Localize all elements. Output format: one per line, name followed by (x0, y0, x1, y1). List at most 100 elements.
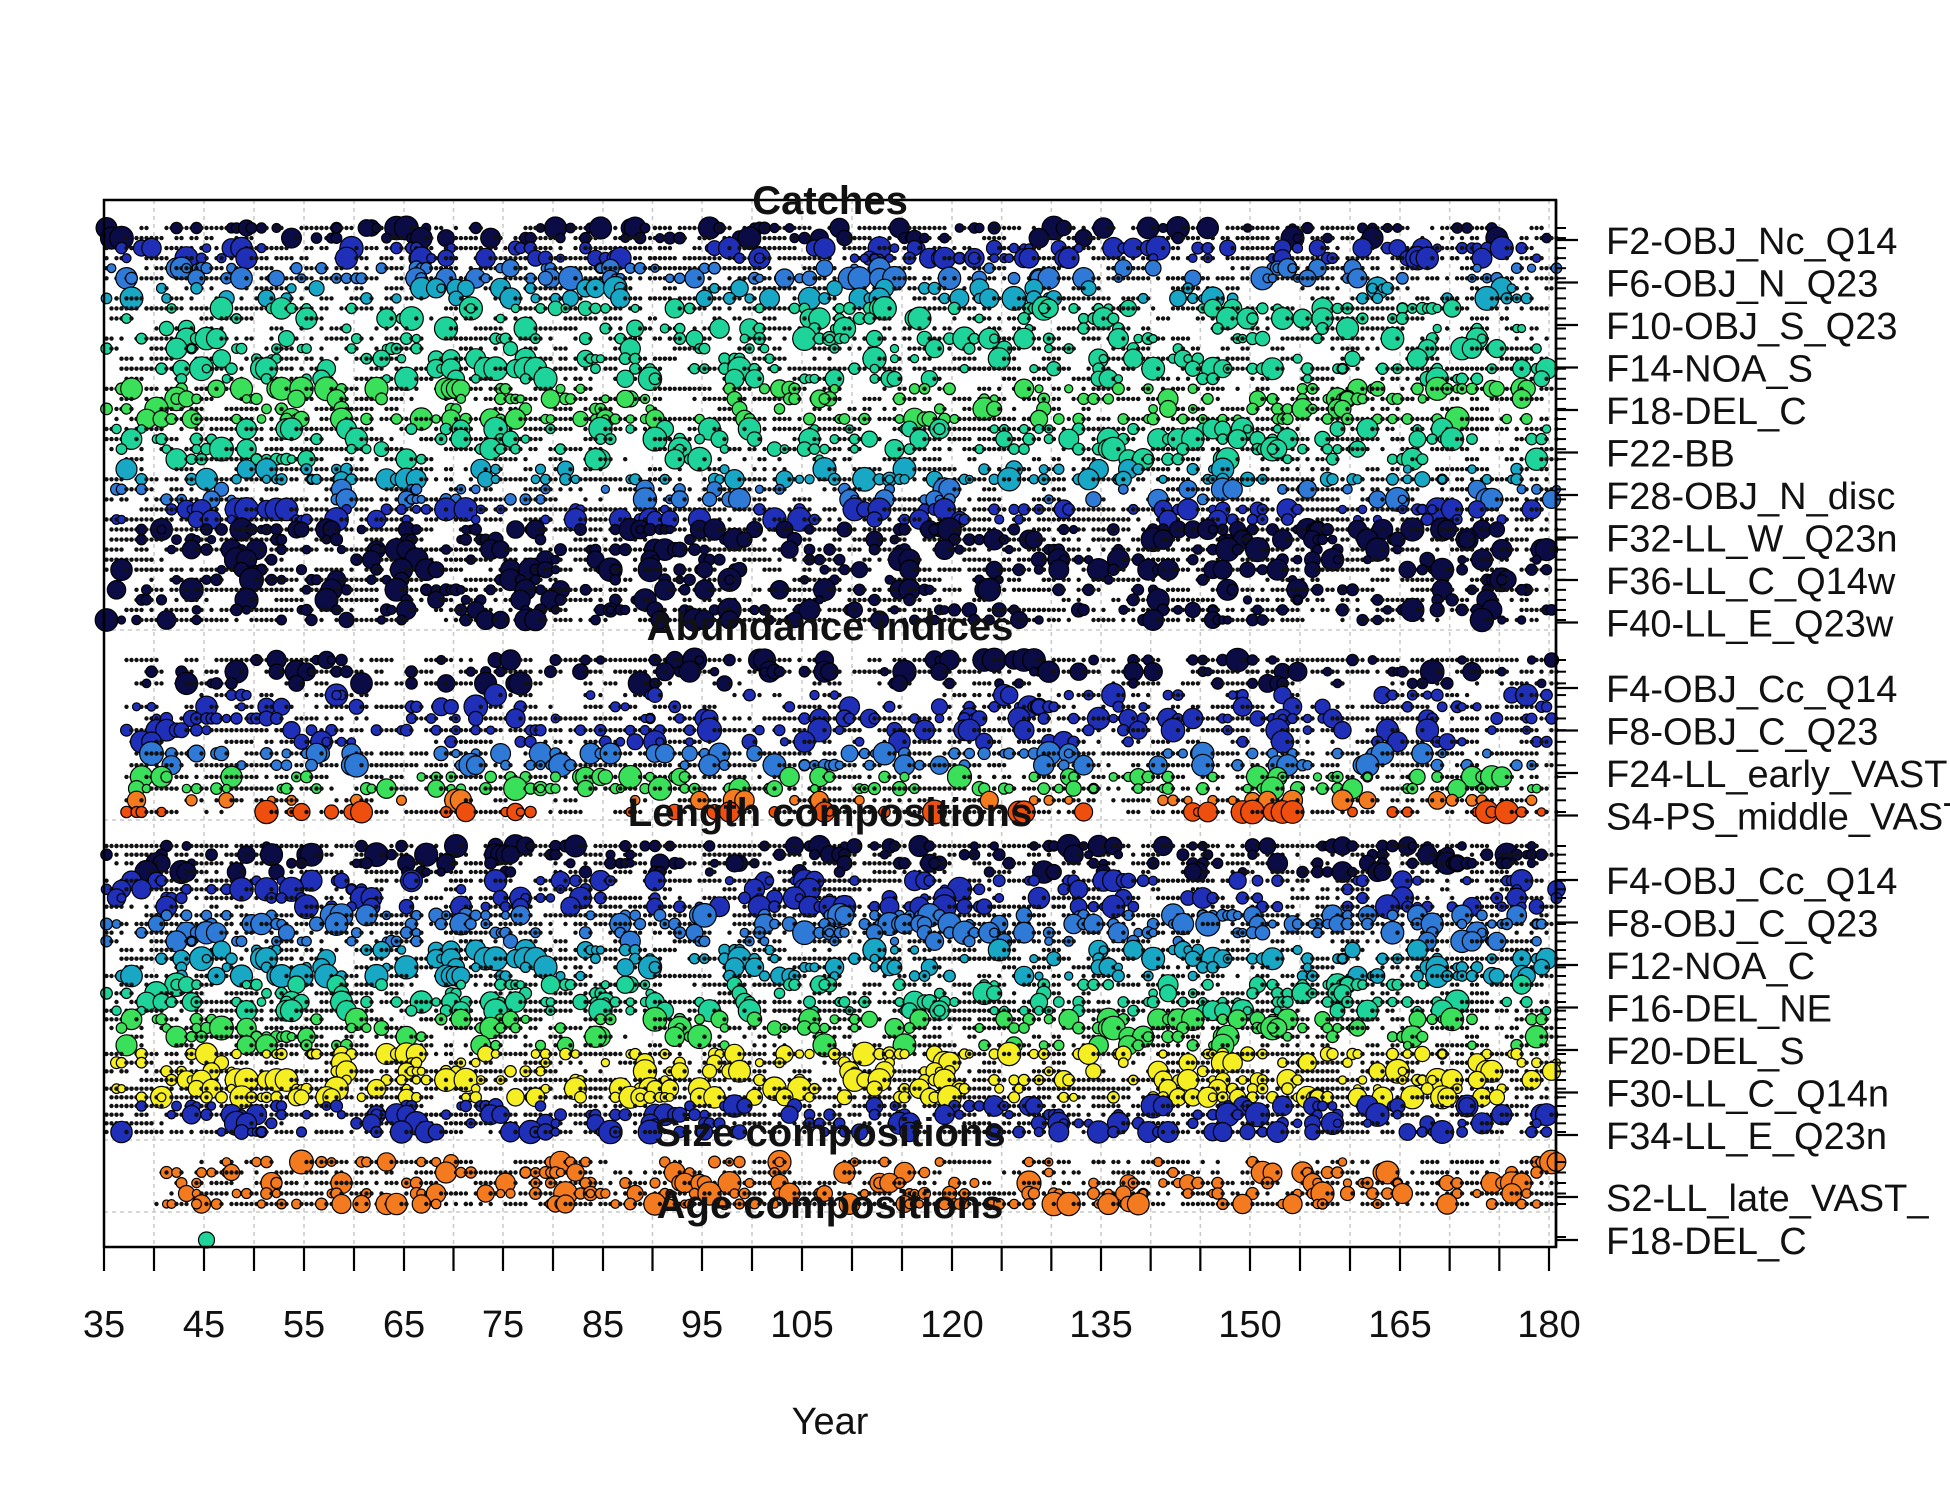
data-point (274, 326, 278, 330)
data-point (126, 272, 138, 284)
data-point (1480, 276, 1484, 280)
data-point (1166, 276, 1170, 280)
data-point (573, 256, 577, 260)
data-point (1285, 276, 1289, 280)
data-point (493, 256, 497, 260)
data-point (302, 344, 312, 354)
data-point (329, 427, 333, 431)
data-point (737, 246, 741, 250)
data-point (702, 256, 706, 260)
data-point (294, 306, 298, 310)
data-point (1275, 397, 1279, 401)
data-point (209, 417, 213, 421)
data-point (289, 357, 293, 361)
data-point (578, 256, 582, 260)
data-point (1151, 226, 1155, 230)
data-point (707, 387, 711, 391)
data-point (541, 390, 559, 408)
data-point (179, 236, 183, 240)
data-point (852, 336, 856, 340)
data-point (369, 306, 373, 310)
data-point (1086, 407, 1090, 411)
data-point (1071, 326, 1075, 330)
data-point (1295, 256, 1299, 260)
data-point (399, 246, 403, 250)
data-point (997, 296, 1001, 300)
data-point (444, 336, 448, 340)
data-point (782, 306, 786, 310)
data-point (1365, 306, 1369, 310)
data-point (752, 397, 756, 401)
data-point (678, 336, 682, 340)
data-point (319, 346, 323, 350)
data-point (663, 226, 667, 230)
data-point (1146, 296, 1150, 300)
data-point (1440, 407, 1444, 411)
data-point (653, 316, 657, 320)
data-point (862, 236, 866, 240)
data-point (1161, 246, 1165, 250)
data-point (394, 326, 398, 330)
data-point (1410, 276, 1414, 280)
data-point (1111, 346, 1115, 350)
data-point (299, 276, 303, 280)
data-point (1455, 276, 1459, 280)
data-point (658, 387, 662, 391)
data-point (663, 266, 667, 270)
data-point (568, 256, 572, 260)
data-point (319, 316, 323, 320)
data-point (757, 377, 761, 381)
data-point (1196, 346, 1200, 350)
data-point (1529, 306, 1533, 310)
data-point (852, 246, 856, 250)
data-point (1320, 266, 1324, 270)
data-point (802, 266, 806, 270)
data-point (1202, 394, 1213, 405)
data-point (882, 326, 886, 330)
data-point (304, 397, 308, 401)
data-point (1017, 367, 1021, 371)
data-point (640, 223, 650, 233)
data-point (1131, 306, 1135, 310)
data-point (1293, 243, 1303, 253)
data-point (563, 407, 567, 411)
data-point (469, 417, 473, 421)
data-point (1397, 273, 1409, 285)
data-point (1435, 387, 1439, 391)
data-point (1345, 407, 1349, 411)
data-point (578, 296, 582, 300)
data-point (1395, 377, 1399, 381)
data-point (1171, 286, 1175, 290)
data-point (737, 296, 741, 300)
data-point (608, 326, 612, 330)
data-point (474, 306, 478, 310)
data-point (850, 254, 858, 262)
data-point (717, 296, 721, 300)
data-point (1445, 326, 1449, 330)
data-point (249, 236, 253, 240)
data-point (732, 316, 736, 320)
data-point (1002, 226, 1006, 230)
data-point (1062, 276, 1066, 280)
data-point (244, 336, 248, 340)
data-point (264, 266, 268, 270)
data-point (967, 367, 971, 371)
data-point (339, 397, 343, 401)
data-point (324, 266, 328, 270)
data-point (454, 326, 458, 330)
data-point (279, 246, 283, 250)
data-point (1171, 336, 1175, 340)
data-point (982, 316, 986, 320)
data-point (191, 283, 202, 294)
data-point (1189, 254, 1197, 262)
data-point (648, 246, 652, 250)
data-point (1445, 367, 1449, 371)
data-point (972, 306, 976, 310)
data-point (269, 336, 273, 340)
data-point (603, 367, 607, 371)
data-point (1002, 417, 1006, 421)
data-point (384, 246, 388, 250)
data-point (164, 226, 168, 230)
data-point (1260, 226, 1264, 230)
data-point (1300, 286, 1304, 290)
